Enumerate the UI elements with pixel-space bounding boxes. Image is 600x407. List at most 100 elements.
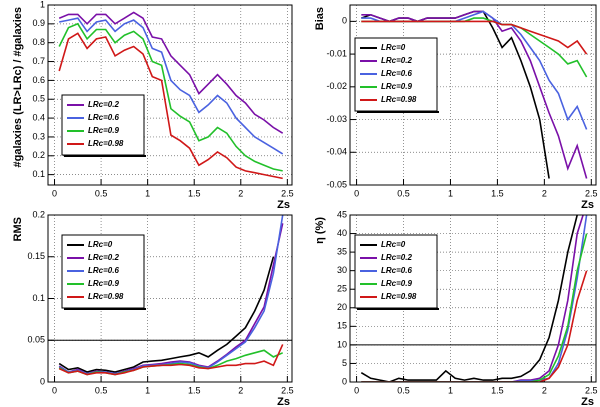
x-tick-label: 2 xyxy=(542,385,547,395)
x-tick-label: 0.5 xyxy=(397,188,410,198)
y-tick-label: -0.04 xyxy=(326,147,347,157)
x-tick-label: 2.5 xyxy=(281,385,294,395)
legend-label: LRc=0.6 xyxy=(381,266,412,275)
y-tick-label: 0.3 xyxy=(32,131,45,141)
legend-label: LRc=0.2 xyxy=(381,56,412,65)
legend-label: LRc=0 xyxy=(88,240,113,249)
x-tick-label: 0 xyxy=(354,188,359,198)
x-tick-label: 0 xyxy=(354,385,359,395)
y-tick-label: -0.02 xyxy=(326,81,347,91)
x-axis-label: Zs xyxy=(581,396,594,407)
series-line xyxy=(361,215,584,382)
panel: 0 0.5 1 1.5 2 2.5 -0.05 -0.04 -0.03 -0.02 -0.01 0 Zs… xyxy=(314,4,598,211)
x-tick-label: 2.5 xyxy=(585,385,598,395)
y-tick-label: 0 xyxy=(342,16,347,26)
series-line xyxy=(361,270,588,382)
x-tick-label: 1 xyxy=(448,385,453,395)
legend-label: LRc=0.9 xyxy=(88,126,119,135)
legend-label: LRc=0.6 xyxy=(88,113,119,122)
legend-label: LRc=0 xyxy=(381,43,406,52)
series-line xyxy=(361,233,588,382)
legend-label: LRc=0.2 xyxy=(88,253,119,262)
y-tick-label: 35 xyxy=(337,246,347,256)
y-tick-label: 40 xyxy=(337,228,347,238)
series-line xyxy=(58,22,283,172)
legend-shadow xyxy=(357,111,439,113)
y-tick-label: 45 xyxy=(337,209,347,219)
legend-shadow xyxy=(64,308,146,310)
series-line xyxy=(361,10,588,179)
y-axis-label: η (%) xyxy=(314,217,326,244)
plot-frame xyxy=(349,4,597,186)
legend-label: LRc=0.9 xyxy=(381,279,412,288)
legend-shadow xyxy=(64,155,146,157)
x-tick-label: 1.5 xyxy=(188,385,201,395)
panel: 0 0.5 1 1.5 2 2.5 0 0.05 0.1 0.15 0.2 Zs RMS LRc=0 LRc… xyxy=(12,209,294,407)
legend-label: LRc=0.9 xyxy=(381,82,412,91)
legend-label: LRc=0 xyxy=(381,240,406,249)
y-axis-label: #galaxies (LR>LRc) / #galaxies xyxy=(12,7,24,168)
y-tick-label: 0.15 xyxy=(27,251,45,261)
x-tick-label: 0.5 xyxy=(95,385,108,395)
x-tick-label: 1.5 xyxy=(188,188,201,198)
y-tick-label: 0.6 xyxy=(32,75,45,85)
series-line xyxy=(361,20,588,55)
y-tick-label: 0.4 xyxy=(32,112,45,122)
series-line xyxy=(58,344,284,376)
y-tick-label: 10 xyxy=(337,339,347,349)
series-line xyxy=(58,11,284,134)
x-axis-label: Zs xyxy=(581,199,594,211)
legend-label: LRc=0.2 xyxy=(88,100,119,109)
y-tick-label: 0.2 xyxy=(32,150,45,160)
x-tick-label: 1 xyxy=(145,188,150,198)
plot-frame xyxy=(47,214,293,383)
series-line xyxy=(58,256,275,373)
y-tick-label: 0.1 xyxy=(32,169,45,179)
y-tick-label: -0.01 xyxy=(326,48,347,58)
y-tick-label: 0.8 xyxy=(32,37,45,47)
y-tick-label: 30 xyxy=(337,265,347,275)
x-tick-label: 0.5 xyxy=(397,385,410,395)
x-tick-label: 2.5 xyxy=(585,188,598,198)
series-line xyxy=(360,215,578,382)
y-tick-label: 25 xyxy=(337,284,347,294)
x-tick-label: 2 xyxy=(542,188,547,198)
x-tick-label: 1.5 xyxy=(491,385,504,395)
y-tick-label: 0.05 xyxy=(27,335,45,345)
x-tick-label: 2 xyxy=(238,385,243,395)
series-line xyxy=(58,223,284,375)
y-tick-label: 5 xyxy=(342,358,347,368)
x-tick-label: 1 xyxy=(145,385,150,395)
legend-label: LRc=0.98 xyxy=(381,292,417,301)
legend-label: LRc=0.2 xyxy=(381,253,412,262)
y-tick-label: -0.05 xyxy=(326,179,347,189)
y-tick-label: 0.1 xyxy=(32,293,45,303)
legend-label: LRc=0.98 xyxy=(381,95,417,104)
panel: 0 0.5 1 1.5 2 2.5 0.1 0.2 0.3 0.4 0.5 0.6 0.7 0.8 0.9 1… xyxy=(12,0,294,211)
x-axis-label: Zs xyxy=(277,199,290,211)
y-tick-label: 15 xyxy=(337,321,347,331)
panel: 0 0.5 1 1.5 2 2.5 0 5 10 15 20 25 30 35 40 45 Zs η (%) LRc… xyxy=(314,209,598,407)
x-tick-label: 1 xyxy=(448,188,453,198)
legend-label: LRc=0.6 xyxy=(381,69,412,78)
y-axis-label: RMS xyxy=(12,217,24,241)
y-tick-label: 1 xyxy=(40,0,45,9)
y-tick-label: 0.9 xyxy=(32,18,45,28)
x-axis-label: Zs xyxy=(277,396,290,407)
y-tick-label: 20 xyxy=(337,302,347,312)
y-tick-label: 0 xyxy=(40,376,45,386)
x-tick-label: 2 xyxy=(238,188,243,198)
legend-shadow xyxy=(357,308,439,310)
y-tick-label: 0.2 xyxy=(32,209,45,219)
legend-label: LRc=0.9 xyxy=(88,279,119,288)
y-axis-label: Bias xyxy=(314,7,326,30)
y-tick-label: 0.5 xyxy=(32,94,45,104)
plot-frame xyxy=(47,4,293,186)
series-line xyxy=(59,17,284,155)
x-tick-label: 0 xyxy=(52,385,57,395)
legend-label: LRc=0.98 xyxy=(88,292,124,301)
x-tick-label: 0 xyxy=(52,188,57,198)
y-tick-label: 0 xyxy=(342,376,347,386)
plot-frame xyxy=(349,214,597,383)
